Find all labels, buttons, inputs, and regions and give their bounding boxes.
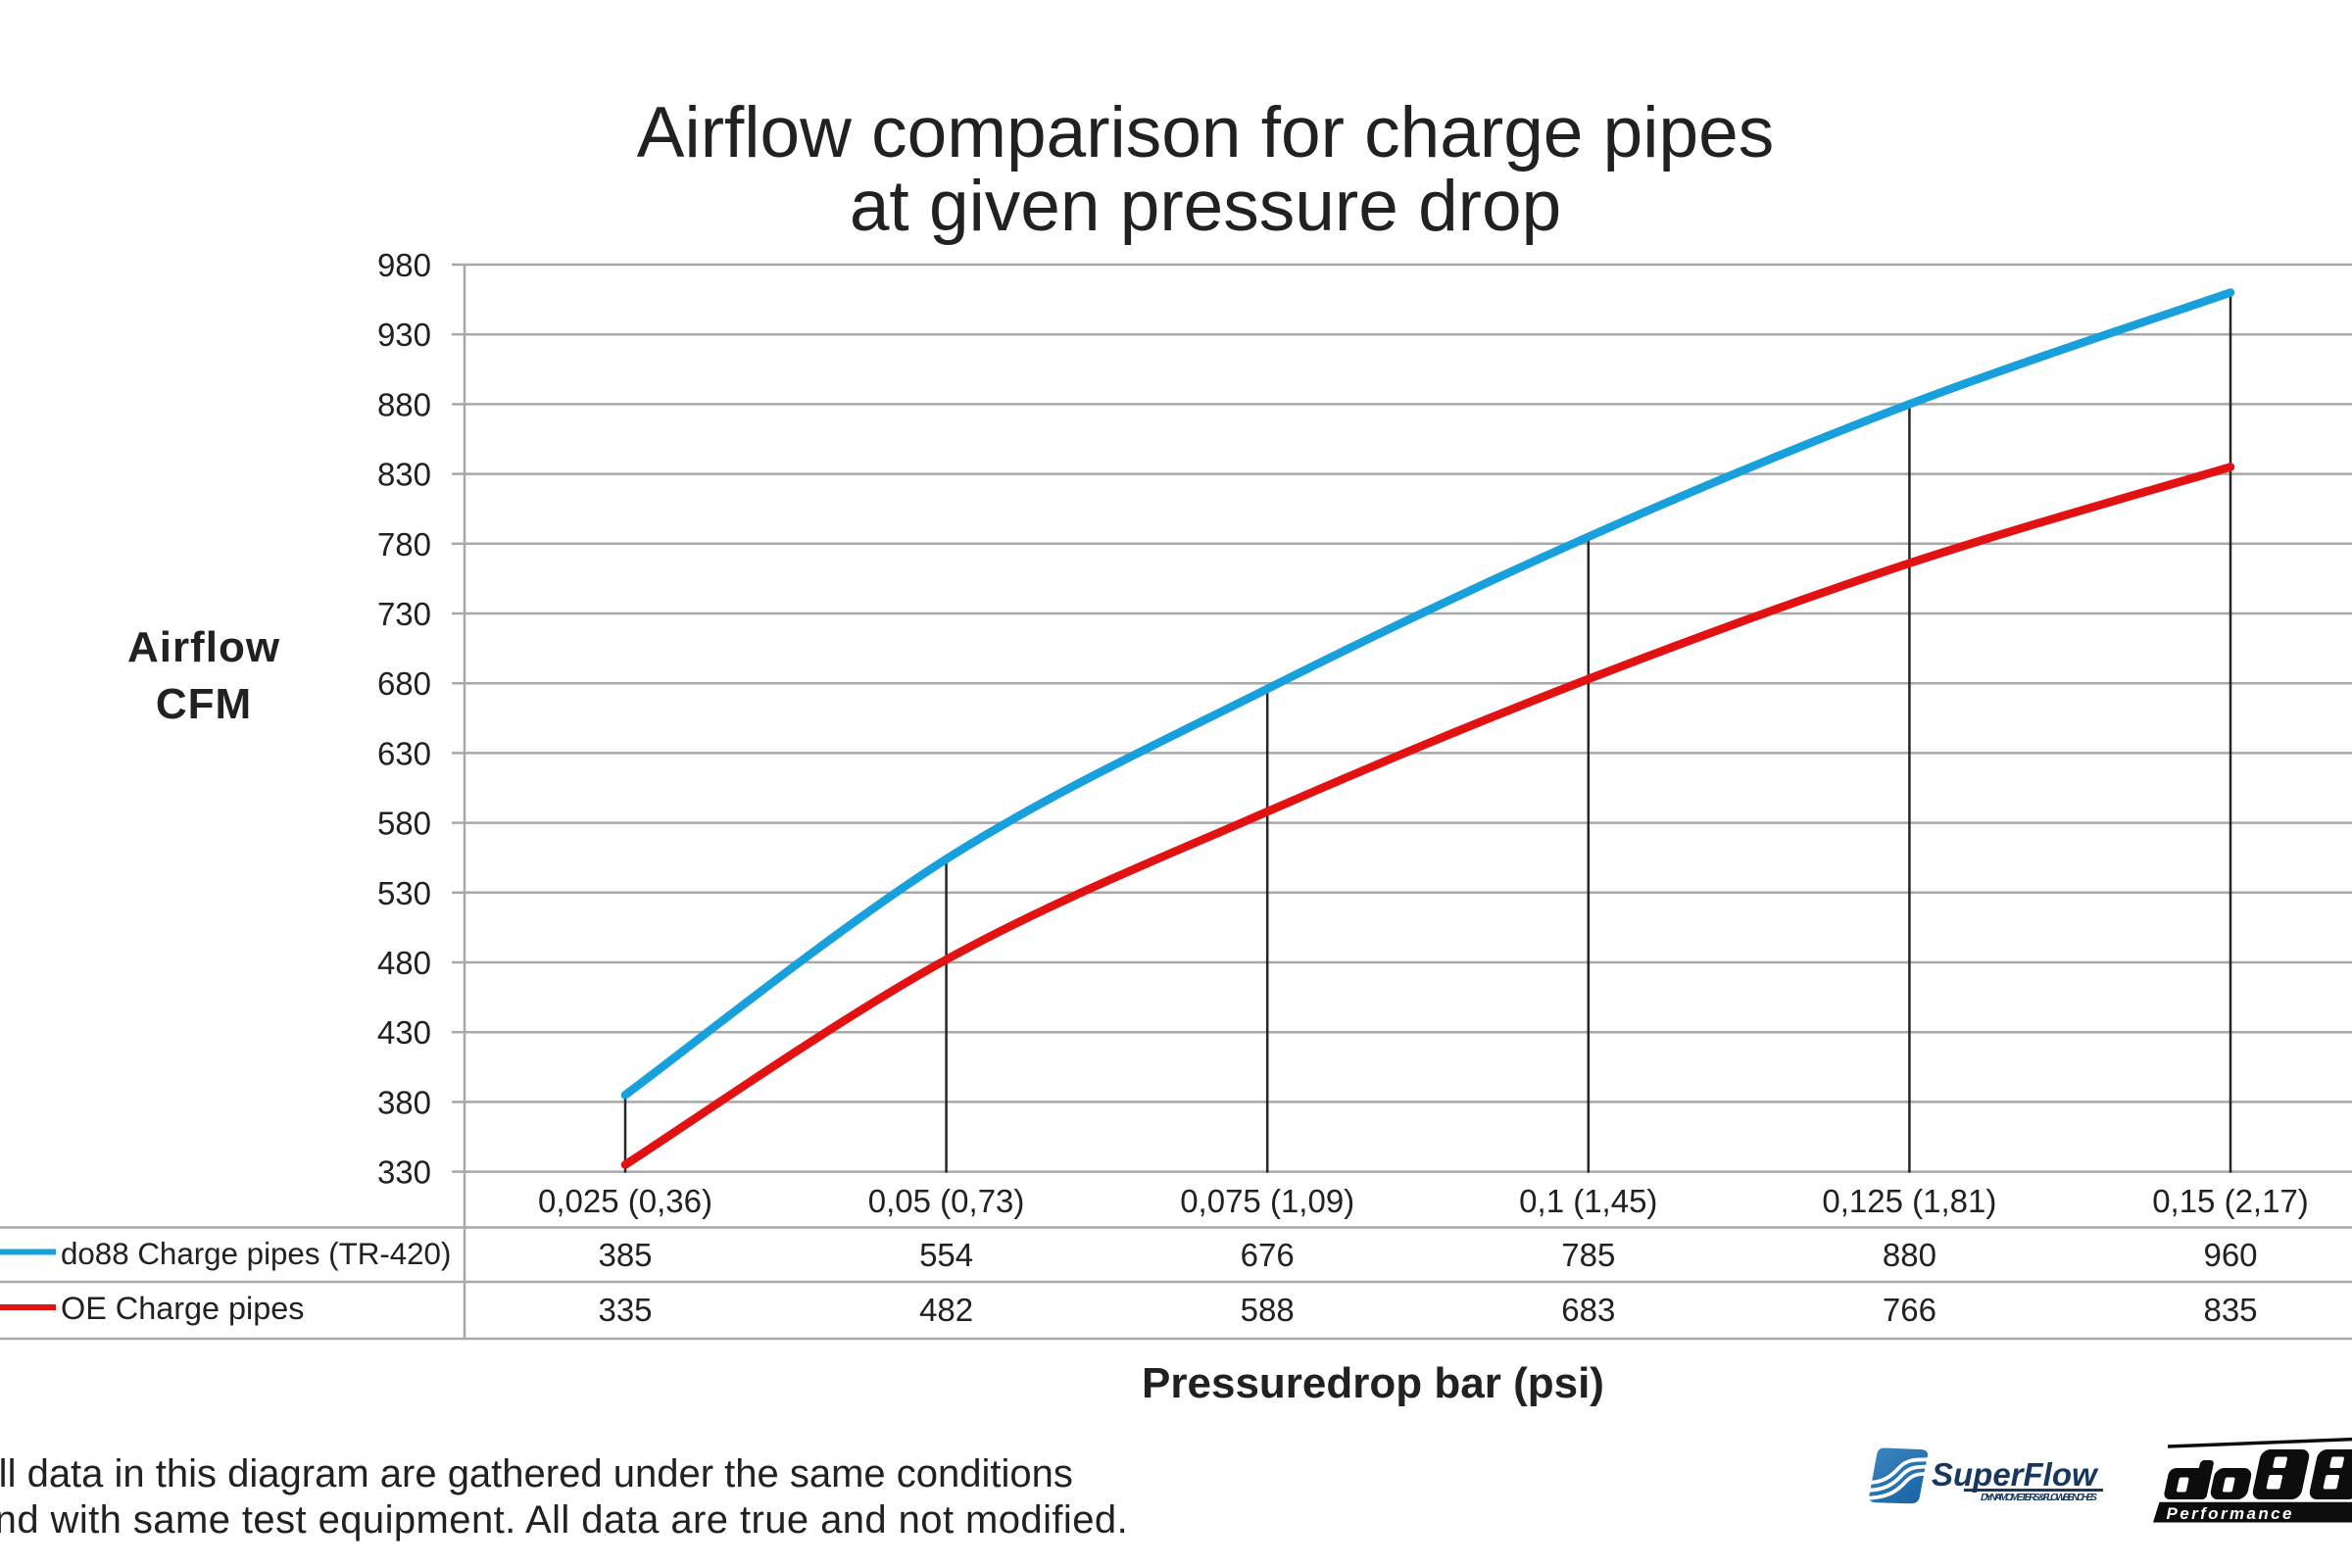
svg-text:676: 676 (1241, 1237, 1295, 1273)
svg-text:SuperFlow: SuperFlow (1932, 1456, 2099, 1493)
svg-text:OE Charge pipes: OE Charge pipes (61, 1291, 304, 1326)
svg-text:0,15 (2,17): 0,15 (2,17) (2152, 1183, 2309, 1219)
svg-text:335: 335 (598, 1292, 652, 1328)
svg-text:0,025 (0,36): 0,025 (0,36) (538, 1183, 712, 1219)
svg-text:980: 980 (377, 247, 431, 283)
svg-text:880: 880 (377, 386, 431, 422)
svg-text:683: 683 (1561, 1292, 1615, 1328)
svg-text:Pressuredrop bar (psi): Pressuredrop bar (psi) (1142, 1359, 1604, 1407)
svg-text:835: 835 (2203, 1292, 2257, 1328)
svg-text:780: 780 (377, 526, 431, 563)
svg-text:Airflow comparison for charge: Airflow comparison for charge pipes (637, 93, 1774, 172)
svg-text:480: 480 (377, 945, 431, 981)
svg-text:530: 530 (377, 875, 431, 911)
svg-text:Airflow: Airflow (127, 623, 280, 671)
svg-text:730: 730 (377, 596, 431, 632)
svg-text:960: 960 (2203, 1237, 2257, 1273)
svg-text:630: 630 (377, 735, 431, 771)
svg-text:0,125 (1,81): 0,125 (1,81) (1822, 1183, 1996, 1219)
svg-text:330: 330 (377, 1154, 431, 1191)
svg-text:Performance: Performance (2167, 1504, 2294, 1523)
svg-text:and with same test equipment.: and with same test equipment. All data a… (0, 1498, 1128, 1542)
svg-text:385: 385 (598, 1237, 652, 1273)
svg-text:do88 Charge pipes (TR-420): do88 Charge pipes (TR-420) (61, 1237, 451, 1271)
svg-text:CFM: CFM (156, 680, 252, 728)
svg-text:0,05 (0,73): 0,05 (0,73) (868, 1183, 1025, 1219)
svg-text:766: 766 (1883, 1292, 1936, 1328)
svg-text:All data in this diagram are g: All data in this diagram are gathered un… (0, 1452, 1073, 1495)
svg-text:680: 680 (377, 665, 431, 702)
svg-text:554: 554 (919, 1237, 973, 1273)
svg-text:430: 430 (377, 1014, 431, 1051)
svg-text:0,1 (1,45): 0,1 (1,45) (1519, 1183, 1657, 1219)
svg-text:880: 880 (1883, 1237, 1936, 1273)
svg-text:785: 785 (1561, 1237, 1615, 1273)
svg-text:0,075 (1,09): 0,075 (1,09) (1180, 1183, 1354, 1219)
svg-text:380: 380 (377, 1084, 431, 1120)
svg-text:588: 588 (1241, 1292, 1295, 1328)
svg-text:482: 482 (919, 1292, 973, 1328)
svg-text:580: 580 (377, 806, 431, 842)
svg-text:930: 930 (377, 317, 431, 353)
svg-text:at given pressure drop: at given pressure drop (850, 167, 1561, 246)
svg-text:DYNAMOMETERS & FLOWBENCHES: DYNAMOMETERS & FLOWBENCHES (1981, 1492, 2097, 1503)
svg-text:830: 830 (377, 457, 431, 493)
